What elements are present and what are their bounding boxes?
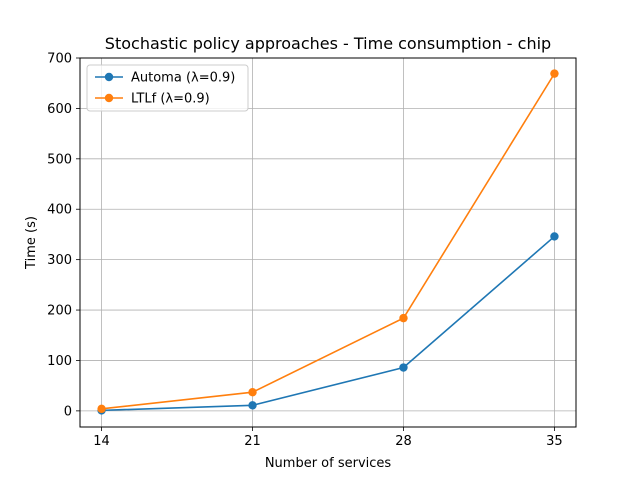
legend-swatch-marker [104, 72, 114, 82]
legend-item: LTLf (λ=0.9) [95, 92, 210, 107]
plot-frame [79, 57, 577, 428]
y-tick-label: 200 [47, 304, 72, 319]
data-point [248, 388, 257, 397]
y-tick-label: 400 [47, 203, 72, 218]
y-axis: 0 100 200 300 400 500 600 700 [47, 52, 80, 419]
data-point [248, 401, 257, 410]
grid-lines [80, 57, 576, 427]
y-tick-label: 600 [47, 102, 72, 117]
data-point [399, 363, 408, 372]
x-axis-title: Number of services [265, 456, 392, 471]
y-tick-label: 300 [47, 253, 72, 268]
data-point [399, 313, 408, 323]
legend-swatch-marker [104, 93, 114, 103]
x-tick-label: 28 [395, 434, 412, 449]
series-1 [97, 69, 559, 414]
legend-label: Automa (λ=0.9) [131, 71, 235, 86]
y-axis-title: Time (s) [24, 216, 39, 270]
x-tick-label: 14 [93, 434, 110, 449]
legend-item: Automa (λ=0.9) [95, 71, 235, 86]
data-point [550, 69, 559, 78]
y-tick-label: 0 [64, 404, 72, 419]
data-point [550, 232, 559, 241]
legend-box [86, 64, 249, 112]
chart-title: Stochastic policy approaches - Time cons… [105, 34, 551, 53]
y-tick-label: 100 [47, 354, 72, 369]
y-tick-label: 700 [47, 52, 72, 67]
x-axis: 14 21 28 35 [93, 427, 563, 449]
series-line [101, 235, 555, 412]
x-tick-label: 21 [244, 434, 261, 449]
y-tick-label: 500 [47, 152, 72, 167]
series-layer [97, 69, 559, 415]
legend-label: LTLf (λ=0.9) [131, 92, 210, 107]
x-tick-label: 35 [546, 434, 563, 449]
legend: Automa (λ=0.9) LTLf (λ=0.9) [86, 64, 249, 112]
data-point [97, 404, 106, 414]
series-line [101, 73, 556, 410]
